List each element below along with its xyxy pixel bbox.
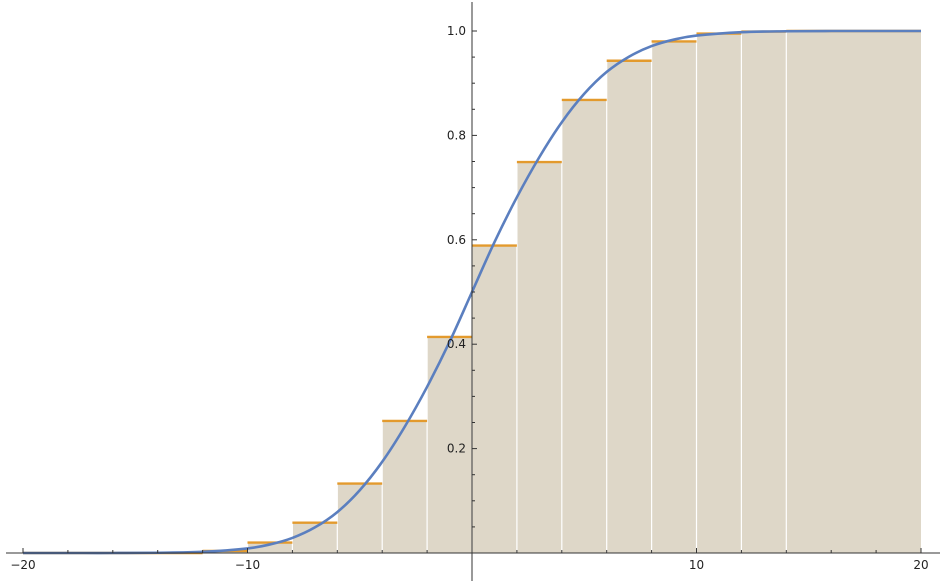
step-fill-bar: [606, 60, 652, 554]
step-fill-bar: [337, 483, 383, 553]
y-tick-label: 1.0: [447, 24, 466, 38]
x-tick-label: −20: [10, 558, 35, 572]
step-fill-bar: [516, 162, 562, 553]
step-fill-bar: [651, 41, 697, 553]
step-fill-bar: [741, 31, 787, 554]
x-tick-label: 10: [689, 558, 704, 572]
y-tick-label: 0.8: [447, 128, 466, 142]
x-tick-label: 20: [913, 558, 928, 572]
step-fill-layer: [202, 31, 921, 554]
step-fill-bar: [472, 245, 517, 554]
step-fill-bar: [696, 33, 742, 554]
step-fill-bar: [247, 542, 293, 553]
y-tick-label: 0.2: [447, 442, 466, 456]
x-ticks: −20 −10 10 20: [10, 548, 929, 572]
y-tick-label: 0.4: [447, 337, 466, 351]
step-divider-layer: [202, 31, 787, 553]
x-tick-label: −10: [235, 558, 260, 572]
y-ticks: 0.2 0.4 0.6 0.8 1.0: [447, 24, 477, 528]
y-tick-label: 0.6: [447, 233, 466, 247]
step-fill-bar: [786, 31, 921, 553]
step-fill-bar: [561, 99, 607, 554]
step-fill-bar: [382, 420, 428, 553]
